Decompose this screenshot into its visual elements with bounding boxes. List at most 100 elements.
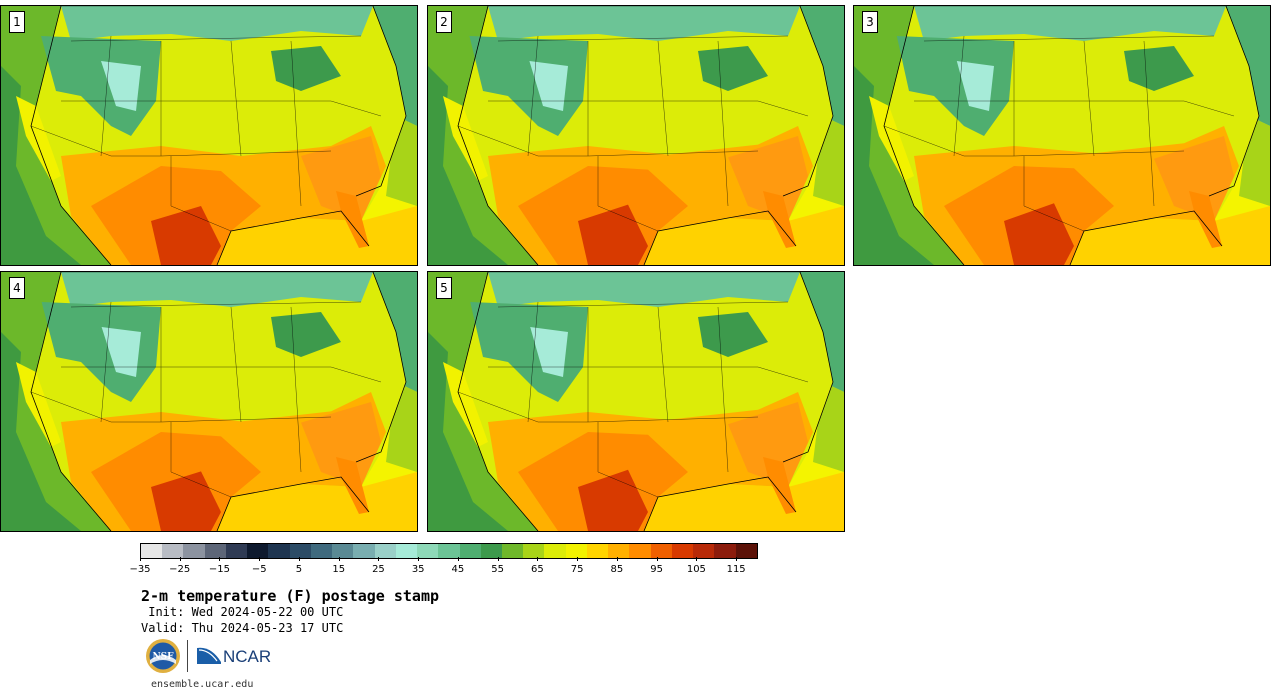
pacific-coastal	[1, 332, 81, 531]
border-line	[1143, 40, 1155, 207]
canada-region	[61, 272, 373, 307]
colorbar-cell	[162, 544, 184, 558]
coastline	[457, 6, 834, 265]
colorbar-cell	[438, 544, 460, 558]
colorbar-tick-label: 105	[686, 564, 706, 575]
colorbar-cell	[501, 544, 524, 558]
colorbar-tick-label: 115	[726, 564, 746, 575]
california-valley	[16, 362, 61, 447]
ncar-logo-text: NCAR	[223, 647, 271, 666]
colorbar-cell	[247, 544, 269, 558]
rocky-mountains	[896, 36, 1014, 136]
state-borders	[457, 272, 809, 498]
border-line	[497, 301, 789, 308]
colorbar-cell	[225, 544, 248, 558]
border-line	[170, 422, 232, 498]
border-line	[457, 125, 588, 157]
hottest-texas	[151, 206, 221, 265]
logo-divider	[187, 640, 188, 672]
border-line	[717, 306, 729, 473]
colorbar-tick-label: 45	[451, 564, 465, 575]
colorbar-tick-mark	[736, 557, 738, 561]
colorbar-cell	[544, 544, 566, 558]
border-line	[757, 366, 809, 383]
great-lakes	[271, 46, 341, 91]
panel-number: 2	[436, 11, 452, 33]
state-borders	[457, 6, 809, 232]
colorbar-cell	[332, 544, 354, 558]
gulf-of-mexico	[644, 472, 844, 531]
colorbar-tick-label: 5	[295, 564, 303, 575]
map-panel-2: 2	[427, 5, 845, 266]
colorbar-cell	[629, 544, 651, 558]
valid-time: Valid: Thu 2024-05-23 17 UTC	[141, 621, 344, 635]
hot-southeast	[301, 402, 381, 487]
hot-southeast	[728, 402, 808, 487]
florida	[1189, 191, 1222, 248]
canada-region	[61, 6, 373, 41]
coastline	[30, 272, 407, 531]
border-line	[30, 391, 161, 423]
colorbar-cell	[586, 544, 609, 558]
great-lakes	[271, 312, 341, 357]
colorbar-tick-label: −35	[129, 564, 151, 575]
border-line	[587, 416, 759, 423]
colorbar-tick-label: 35	[411, 564, 425, 575]
pacific-coastal	[854, 66, 934, 265]
colorbar-tick-label: −25	[169, 564, 191, 575]
canada-region	[488, 272, 800, 307]
colorbar-cell	[268, 544, 290, 558]
border-line	[497, 35, 789, 42]
hottest-texas	[1004, 203, 1074, 265]
temperature-map-2	[428, 6, 844, 265]
border-line	[657, 40, 669, 157]
high-terrain	[529, 61, 568, 111]
florida	[336, 457, 369, 514]
map-panel-1: 1	[0, 5, 418, 266]
border-line	[1083, 40, 1095, 157]
florida	[336, 191, 369, 248]
colorbar-tick-mark	[457, 557, 459, 561]
colorbar	[140, 543, 758, 559]
border-line	[597, 422, 659, 498]
coastline	[457, 272, 834, 531]
colorbar-tick-mark	[577, 557, 579, 561]
border-line	[170, 156, 232, 232]
california-valley	[443, 96, 488, 181]
state-borders	[883, 6, 1235, 232]
colorbar-tick-label: 85	[610, 564, 624, 575]
great-lakes	[698, 312, 768, 357]
panel-number: 5	[436, 277, 452, 299]
colorbar-tick-label: 95	[650, 564, 664, 575]
pacific-coastal	[428, 332, 508, 531]
border-line	[597, 156, 659, 232]
state-borders	[30, 6, 382, 232]
border-line	[290, 306, 302, 473]
colorbar-cell	[289, 544, 311, 558]
colorbar-cell	[480, 544, 502, 558]
colorbar-tick-label: −15	[208, 564, 231, 575]
map-panel-4: 4	[0, 271, 418, 532]
hottest-texas	[578, 469, 648, 531]
colorbar-tick-label: 75	[570, 564, 584, 575]
high-terrain	[101, 61, 141, 111]
temperature-map-4	[1, 272, 417, 531]
colorbar-cell	[608, 544, 630, 558]
colorbar-cell	[459, 544, 481, 558]
border-line	[1183, 100, 1235, 117]
colorbar-cell	[523, 544, 545, 558]
colorbar-tick-mark	[338, 557, 340, 561]
temperature-map-1	[1, 6, 417, 265]
colorbar-tick-label: 65	[531, 564, 544, 575]
coastline	[883, 6, 1260, 265]
gulf-of-mexico	[217, 472, 417, 531]
colorbar-tick-mark	[696, 557, 698, 561]
border-line	[587, 150, 759, 157]
border-line	[1023, 156, 1085, 232]
border-line	[160, 416, 332, 423]
rocky-mountains	[470, 302, 588, 402]
border-line	[527, 301, 539, 423]
website-url: ensemble.ucar.edu	[151, 679, 254, 690]
rocky-mountains	[469, 36, 588, 136]
border-line	[70, 301, 362, 308]
